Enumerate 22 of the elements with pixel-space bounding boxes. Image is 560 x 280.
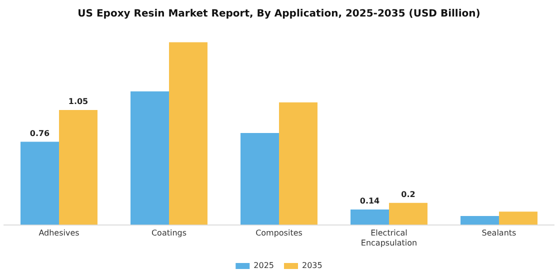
x-tick-label: Sealants	[482, 228, 516, 238]
x-tick-label: Coatings	[151, 228, 187, 238]
bar	[169, 42, 208, 225]
bar	[389, 202, 428, 225]
x-tick-label: Composites	[256, 228, 302, 238]
data-label: 0.76	[30, 128, 50, 138]
legend-label: 2025	[254, 261, 274, 270]
bar	[279, 102, 318, 225]
bar	[20, 142, 59, 225]
x-tick-label: Adhesives	[38, 228, 80, 238]
data-label: 0.14	[360, 196, 380, 206]
x-tick-label: Electrical Encapsulation	[360, 228, 418, 248]
bar	[350, 209, 389, 225]
legend-label: 2035	[302, 261, 322, 270]
data-label: 1.05	[68, 97, 89, 106]
chart-title: US Epoxy Resin Market Report, By Application, 2025-2035 (USD Billion)	[78, 8, 480, 20]
bar	[240, 132, 279, 225]
bar	[499, 212, 538, 225]
bar	[59, 110, 98, 225]
data-label: 0.2	[401, 190, 416, 200]
bar	[460, 216, 499, 225]
bar	[130, 91, 169, 225]
